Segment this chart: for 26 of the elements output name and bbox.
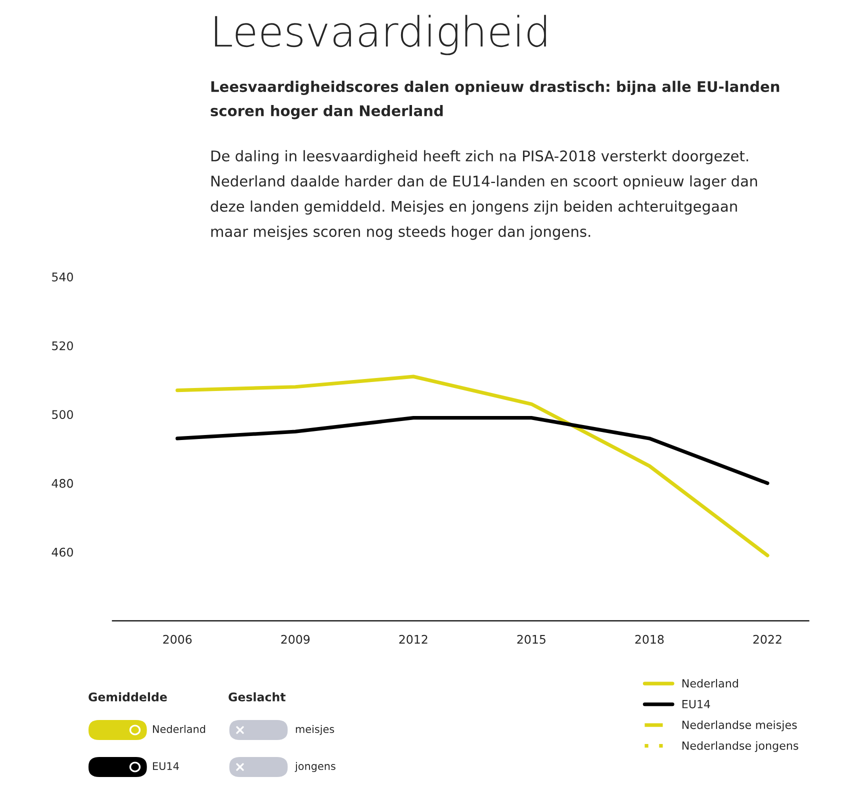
legend-label: Nederlandse meisjes (682, 720, 797, 732)
y-tick-label: 480 (52, 478, 73, 488)
line-series (176, 374, 770, 558)
legend-label: Nederlandse jongens (682, 741, 798, 752)
x-tick-label: 2022 (753, 634, 782, 644)
text: meisjes (296, 724, 334, 736)
y-tick-label: 520 (52, 341, 73, 350)
text: jongens (294, 762, 336, 772)
y-tick-label: 460 (52, 548, 73, 557)
legend-label: Nederland (682, 678, 738, 688)
x-tick-label: 2006 (163, 634, 192, 644)
chart-title: Leesvaardigheid (215, 14, 546, 56)
text: De daling in leesvaardigheid heeft zich na PISA-2018 versterkt doorgezet. Nederland daalde harder dan de EU14-landen en scoort opnieuw lager dan deze landen gemiddeld. Meisjes en jongens zijn beiden achteruitgegaan maar meisjes scoren nog steeds hoger dan jongens. (210, 150, 757, 240)
text: EU14 (153, 762, 179, 770)
text: Nederland (153, 724, 206, 734)
legend-label: EU14 (682, 700, 710, 708)
x-tick-label: 2018 (635, 634, 664, 644)
chart-subtitle: Leesvaardigheidscores dalen opnieuw drastisch: bijna alle EU-landen scoren hoger dan Nederland (210, 80, 780, 120)
y-tick-label: 500 (52, 410, 73, 420)
x-tick-label: 2012 (399, 634, 428, 644)
text: Gemiddelde (88, 692, 167, 702)
y-tick-label: 540 (52, 272, 73, 282)
line-series (176, 416, 770, 486)
x-tick-label: 2009 (281, 634, 310, 644)
text: Geslacht (228, 692, 286, 702)
x-tick-label: 2015 (517, 634, 546, 644)
